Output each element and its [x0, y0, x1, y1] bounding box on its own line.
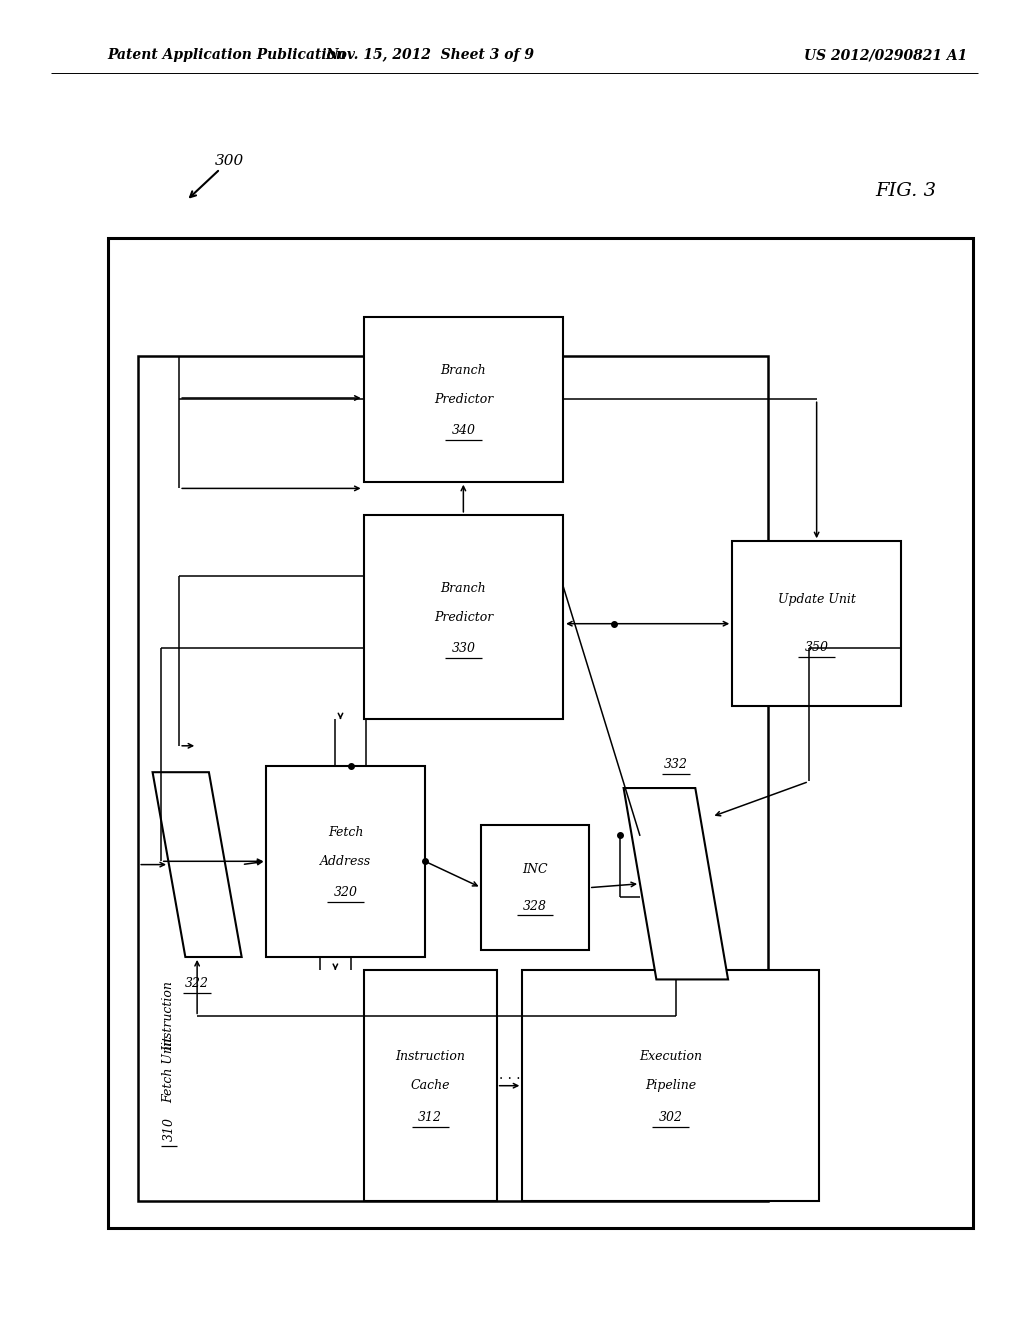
Text: Predictor: Predictor: [434, 393, 493, 405]
Text: Patent Application Publication: Patent Application Publication: [108, 49, 346, 62]
Text: Fetch Unit: Fetch Unit: [163, 1036, 175, 1102]
Text: FIG. 3: FIG. 3: [876, 182, 937, 201]
Text: Cache: Cache: [411, 1080, 450, 1092]
Text: 340: 340: [452, 425, 475, 437]
Text: Address: Address: [321, 855, 371, 867]
Text: 322: 322: [185, 977, 209, 990]
Text: Instruction: Instruction: [395, 1051, 465, 1063]
Text: Instruction: Instruction: [163, 982, 175, 1051]
Text: Fetch: Fetch: [328, 826, 364, 838]
Text: US 2012/0290821 A1: US 2012/0290821 A1: [805, 49, 968, 62]
Text: Execution: Execution: [639, 1051, 702, 1063]
Text: 302: 302: [658, 1111, 683, 1123]
Text: 312: 312: [418, 1111, 442, 1123]
Text: 328: 328: [523, 900, 547, 912]
Polygon shape: [624, 788, 728, 979]
Text: 330: 330: [452, 643, 475, 655]
Polygon shape: [153, 772, 242, 957]
Text: Nov. 15, 2012  Sheet 3 of 9: Nov. 15, 2012 Sheet 3 of 9: [326, 49, 535, 62]
Bar: [266, 766, 425, 957]
Bar: [481, 825, 589, 950]
Bar: [364, 317, 563, 482]
Text: . . .: . . .: [499, 1068, 520, 1082]
Text: Branch: Branch: [440, 582, 486, 594]
Text: INC: INC: [522, 863, 548, 875]
Bar: [732, 541, 901, 706]
Text: 320: 320: [334, 887, 357, 899]
Text: 350: 350: [805, 642, 828, 653]
Bar: [108, 238, 973, 1228]
Text: 310: 310: [163, 1117, 175, 1140]
Text: Predictor: Predictor: [434, 611, 493, 623]
Bar: [364, 515, 563, 719]
Text: Update Unit: Update Unit: [777, 594, 856, 606]
Text: Branch: Branch: [440, 364, 486, 376]
Text: 332: 332: [664, 758, 688, 771]
Bar: [138, 356, 768, 1201]
Text: Pipeline: Pipeline: [645, 1080, 696, 1092]
Bar: [522, 970, 819, 1201]
Bar: [364, 970, 497, 1201]
Text: 300: 300: [215, 154, 245, 168]
